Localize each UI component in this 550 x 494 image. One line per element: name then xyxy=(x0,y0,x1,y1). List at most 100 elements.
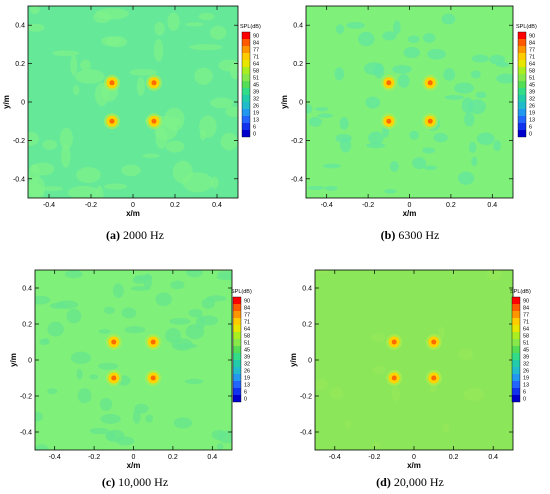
texture-patch xyxy=(366,142,386,149)
texture-patch xyxy=(142,153,160,158)
texture-patch xyxy=(409,130,419,140)
colorbar-level-label: 58 xyxy=(244,334,250,340)
texture-patch xyxy=(130,286,151,291)
y-tick-label: 0.2 xyxy=(15,61,25,68)
colorbar-level-label: 19 xyxy=(529,111,535,117)
texture-patch xyxy=(145,414,153,423)
texture-patch xyxy=(475,91,487,99)
colorbar-frame xyxy=(517,31,527,138)
texture-patch xyxy=(199,315,218,326)
colorbar-swatch xyxy=(518,102,526,109)
texture-patch xyxy=(442,422,450,433)
texture-patch xyxy=(61,143,71,168)
texture-patch xyxy=(441,13,456,25)
y-axis-label: y/m xyxy=(289,353,298,367)
texture-patch xyxy=(124,326,146,334)
colorbar-swatch xyxy=(512,374,520,381)
texture-patch xyxy=(493,140,501,152)
texture-patch xyxy=(42,338,49,344)
x-tick-label: 0.2 xyxy=(449,454,459,461)
texture-patch xyxy=(35,411,44,422)
colorbar-swatch xyxy=(518,53,526,60)
texture-patch xyxy=(422,32,436,43)
colorbar-level-label: 58 xyxy=(523,334,529,340)
x-tick-label: -0.4 xyxy=(43,202,55,209)
x-axis-label: x/m xyxy=(127,461,141,470)
texture-patch xyxy=(407,35,420,43)
texture-patch xyxy=(471,54,489,63)
colorbar-level-label: 26 xyxy=(523,369,529,375)
y-tick-label: -0.2 xyxy=(13,138,25,145)
texture-patch xyxy=(170,280,185,290)
texture-patch xyxy=(121,164,141,177)
colorbar-level-label: 90 xyxy=(523,299,529,305)
x-axis-label: x/m xyxy=(126,209,140,218)
texture-patch xyxy=(230,63,238,80)
y-tick-label: 0 xyxy=(28,358,32,365)
texture-patch xyxy=(185,22,204,27)
texture-patch xyxy=(129,69,158,76)
texture-patch xyxy=(217,430,232,444)
colorbar-swatch xyxy=(512,332,520,339)
colorbar-title: SPL(dB) xyxy=(516,24,537,30)
colorbar-swatch xyxy=(242,88,250,95)
y-tick-label: 0.2 xyxy=(302,322,312,329)
colorbar-level-label: 45 xyxy=(529,83,535,89)
texture-patch xyxy=(167,12,180,31)
texture-patch xyxy=(153,38,164,62)
colorbar-swatch xyxy=(233,339,241,346)
texture-patch xyxy=(41,186,64,191)
colorbar-swatch xyxy=(233,325,241,332)
colorbar-swatch xyxy=(242,116,250,123)
colorbar-swatch xyxy=(518,60,526,67)
texture-patch xyxy=(28,131,39,146)
texture-patch xyxy=(186,270,203,278)
texture-patch xyxy=(335,133,352,143)
texture-patch xyxy=(457,171,475,185)
source-core xyxy=(109,80,115,86)
colorbar-swatch xyxy=(233,297,241,304)
texture-patch xyxy=(154,21,165,36)
texture-patch xyxy=(74,69,105,84)
texture-patch xyxy=(100,414,121,424)
texture-patch xyxy=(220,132,238,151)
caption-b-label: (b) xyxy=(380,228,396,242)
colorbar-frame xyxy=(511,296,521,403)
source-core xyxy=(431,375,437,381)
x-tick-label: 0.4 xyxy=(488,454,498,461)
colorbar-swatch xyxy=(233,388,241,395)
colorbar-swatch xyxy=(242,81,250,88)
colorbar-level-label: 77 xyxy=(523,313,529,319)
texture-patch xyxy=(165,328,182,343)
chart-c: -0.4 0.4 -0.2 0.2 0 0 0.2 -0.2 0.4 -0.4 x/m y/m SPL(… xyxy=(9,269,252,470)
colorbar-swatch xyxy=(512,360,520,367)
texture-patch xyxy=(384,189,397,194)
x-tick-label: 0.4 xyxy=(212,202,222,209)
texture-patch xyxy=(169,317,191,325)
source-core xyxy=(111,375,117,381)
colorbar-swatch xyxy=(242,74,250,81)
texture-patch xyxy=(216,443,224,450)
texture-patch xyxy=(382,31,397,41)
texture-patch xyxy=(334,67,345,81)
colorbar-swatch xyxy=(512,304,520,311)
texture-patch xyxy=(392,65,412,74)
texture-patch xyxy=(112,283,124,299)
colorbar-swatch xyxy=(242,32,250,39)
texture-c xyxy=(35,270,232,450)
texture-patch xyxy=(403,46,421,59)
colorbar-swatch xyxy=(518,88,526,95)
colorbar-swatch xyxy=(518,32,526,39)
source-core xyxy=(391,375,397,381)
colorbar-frame xyxy=(232,296,242,403)
texture-patch xyxy=(443,68,456,81)
colorbar-level-label: 77 xyxy=(244,313,250,319)
texture-patch xyxy=(315,378,329,391)
caption-a-text: 2000 Hz xyxy=(123,228,164,242)
texture-patch xyxy=(172,160,193,184)
texture-patch xyxy=(189,44,223,51)
colorbar-level-label: 64 xyxy=(523,327,529,333)
colorbar-swatch xyxy=(233,346,241,353)
colorbar-swatch xyxy=(242,46,250,53)
texture-patch xyxy=(339,117,349,130)
